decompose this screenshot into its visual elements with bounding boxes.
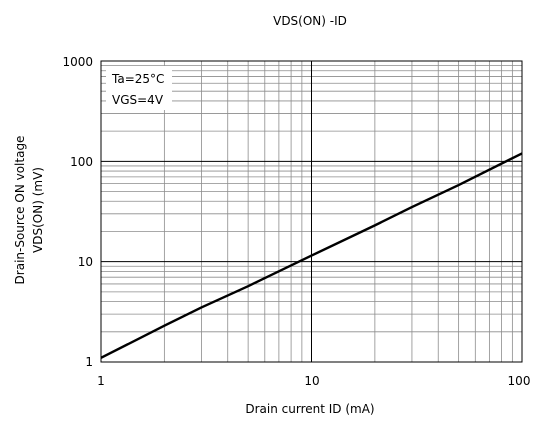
annotation-background bbox=[106, 66, 172, 110]
x-tick-labels: 1 10 100 bbox=[97, 374, 530, 388]
series-layer bbox=[100, 152, 523, 359]
y-tick-label-1000: 1000 bbox=[62, 55, 93, 69]
x-tick-label-100: 100 bbox=[508, 374, 531, 388]
y-axis-label-line1: Drain-Source ON voltage bbox=[13, 136, 27, 285]
y-tick-labels: 1 10 100 1000 bbox=[62, 55, 93, 369]
y-tick-label-10: 10 bbox=[78, 255, 93, 269]
major-grid bbox=[101, 61, 522, 362]
plot-frame bbox=[100, 60, 523, 363]
x-axis-label: Drain current ID (mA) bbox=[245, 402, 374, 416]
annotation-vgs: VGS=4V bbox=[112, 93, 164, 107]
annotation-box: Ta=25°C VGS=4V bbox=[106, 66, 172, 110]
y-tick-label-1: 1 bbox=[85, 355, 93, 369]
x-tick-label-10: 10 bbox=[304, 374, 319, 388]
annotation-temperature: Ta=25°C bbox=[111, 72, 164, 86]
y-tick-label-100: 100 bbox=[70, 155, 93, 169]
chart-title: VDS(ON) -ID bbox=[273, 14, 347, 28]
y-axis-label-line2: VDS(ON) (mV) bbox=[31, 167, 45, 253]
series-line-0 bbox=[100, 152, 523, 359]
y-axis-label-group: Drain-Source ON voltage VDS(ON) (mV) bbox=[13, 136, 45, 285]
plot-area bbox=[100, 60, 523, 363]
x-tick-label-1: 1 bbox=[97, 374, 105, 388]
